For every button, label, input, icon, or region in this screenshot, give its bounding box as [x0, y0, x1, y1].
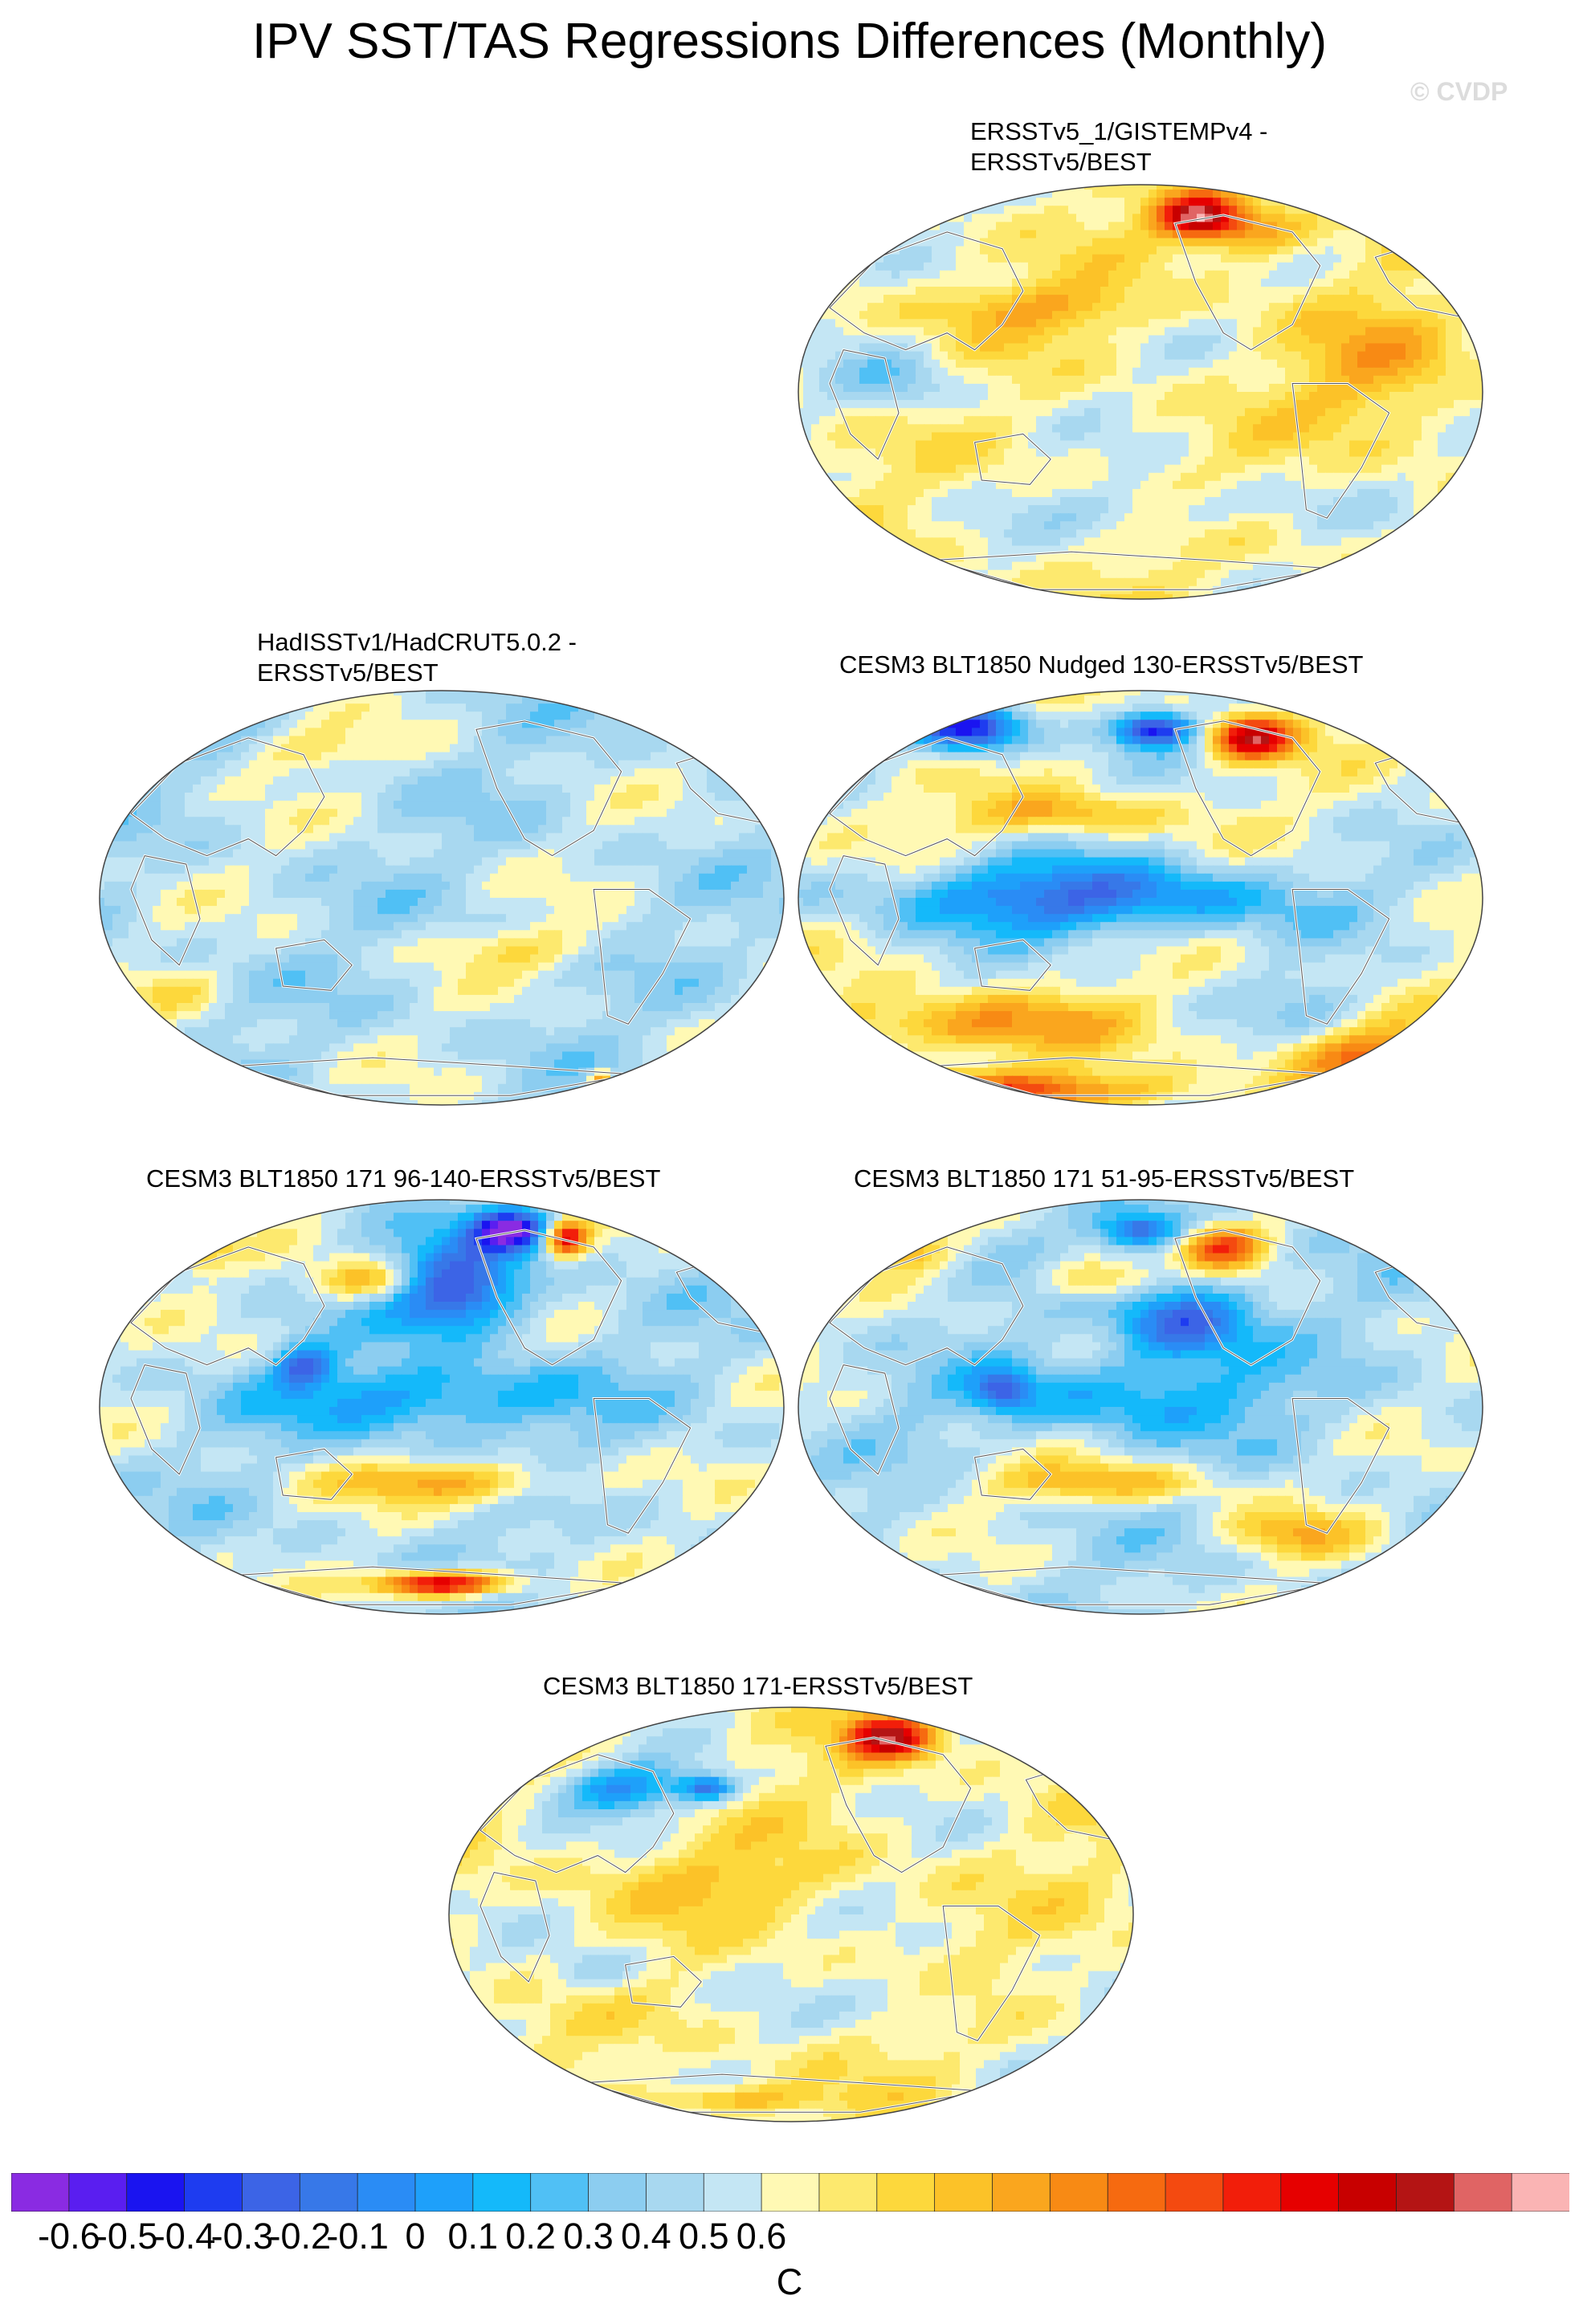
panel-hadisst-title-line-1: HadISSTv1/HadCRUT5.0.2 -: [257, 628, 577, 657]
panel-96-140-map: [99, 1199, 785, 1615]
colorbar-tick-label: 0.3: [553, 2215, 625, 2258]
map-border: [448, 1706, 1134, 2122]
figure-title: IPV SST/TAS Regressions Differences (Mon…: [0, 11, 1579, 72]
panel-nudged-title: CESM3 BLT1850 Nudged 130-ERSSTv5/BEST: [839, 650, 1363, 679]
colorbar-tick-label: -0.4: [149, 2215, 221, 2258]
colorbar-swatch: [934, 2173, 994, 2212]
colorbar-swatch: [992, 2173, 1051, 2212]
colorbar-swatch: [645, 2173, 705, 2212]
colorbar-swatch: [1280, 2173, 1340, 2212]
colorbar-swatch: [1107, 2173, 1167, 2212]
colorbar-units: C: [757, 2261, 822, 2303]
colorbar-swatch: [472, 2173, 532, 2212]
panel-51-95-title: CESM3 BLT1850 171 51-95-ERSSTv5/BEST: [854, 1164, 1354, 1193]
colorbar-swatch: [357, 2173, 416, 2212]
colorbar-swatch: [1222, 2173, 1282, 2212]
colorbar: [11, 2173, 1569, 2212]
panel-hadisst-map: [99, 690, 785, 1106]
panel-full171-map: [448, 1706, 1134, 2122]
colorbar-swatch: [1049, 2173, 1109, 2212]
colorbar-swatch: [818, 2173, 878, 2212]
panel-nudged-map: [798, 690, 1483, 1106]
colorbar-swatch: [588, 2173, 647, 2212]
colorbar-tick-label: 0.4: [610, 2215, 682, 2258]
colorbar-swatch: [414, 2173, 474, 2212]
colorbar-swatch: [184, 2173, 243, 2212]
colorbar-swatch: [530, 2173, 590, 2212]
colorbar-swatch: [1338, 2173, 1397, 2212]
panel-ersstv5-1-title-line-2: ERSSTv5/BEST: [970, 148, 1152, 177]
colorbar-tick-label: -0.1: [321, 2215, 394, 2258]
panel-ersstv5-1-title-line-1: ERSSTv5_1/GISTEMPv4 -: [970, 117, 1267, 146]
colorbar-tick-label: 0.5: [667, 2215, 740, 2258]
colorbar-swatch: [68, 2173, 128, 2212]
colorbar-tick-label: -0.2: [263, 2215, 336, 2258]
panel-hadisst-title-line-2: ERSSTv5/BEST: [257, 658, 439, 687]
colorbar-swatch: [299, 2173, 359, 2212]
colorbar-tick-label: 0.2: [495, 2215, 567, 2258]
panel-full171-title: CESM3 BLT1850 171-ERSSTv5/BEST: [543, 1672, 973, 1701]
colorbar-swatch: [1396, 2173, 1455, 2212]
map-border: [798, 1199, 1483, 1615]
colorbar-swatch: [703, 2173, 763, 2212]
map-border: [99, 1199, 785, 1615]
colorbar-swatch: [126, 2173, 186, 2212]
colorbar-tick-label: 0.1: [437, 2215, 509, 2258]
colorbar-swatch: [11, 2173, 70, 2212]
colorbar-swatch: [1453, 2173, 1513, 2212]
colorbar-swatch: [242, 2173, 301, 2212]
colorbar-tick-label: -0.5: [91, 2215, 163, 2258]
colorbar-tick-label: -0.3: [206, 2215, 278, 2258]
panel-96-140-title: CESM3 BLT1850 171 96-140-ERSSTv5/BEST: [146, 1164, 660, 1193]
colorbar-swatch: [1165, 2173, 1224, 2212]
colorbar-tick-label: -0.6: [33, 2215, 105, 2258]
panel-51-95-map: [798, 1199, 1483, 1615]
map-border: [798, 184, 1483, 600]
colorbar-tick-label: 0.6: [725, 2215, 798, 2258]
map-border: [99, 690, 785, 1106]
colorbar-swatch: [761, 2173, 820, 2212]
colorbar-swatch: [876, 2173, 936, 2212]
map-border: [798, 690, 1483, 1106]
panel-ersstv5-1-map: [798, 184, 1483, 600]
colorbar-swatch: [1511, 2173, 1569, 2212]
cvdp-watermark: © CVDP: [1410, 77, 1508, 107]
colorbar-tick-label: 0: [379, 2215, 451, 2258]
